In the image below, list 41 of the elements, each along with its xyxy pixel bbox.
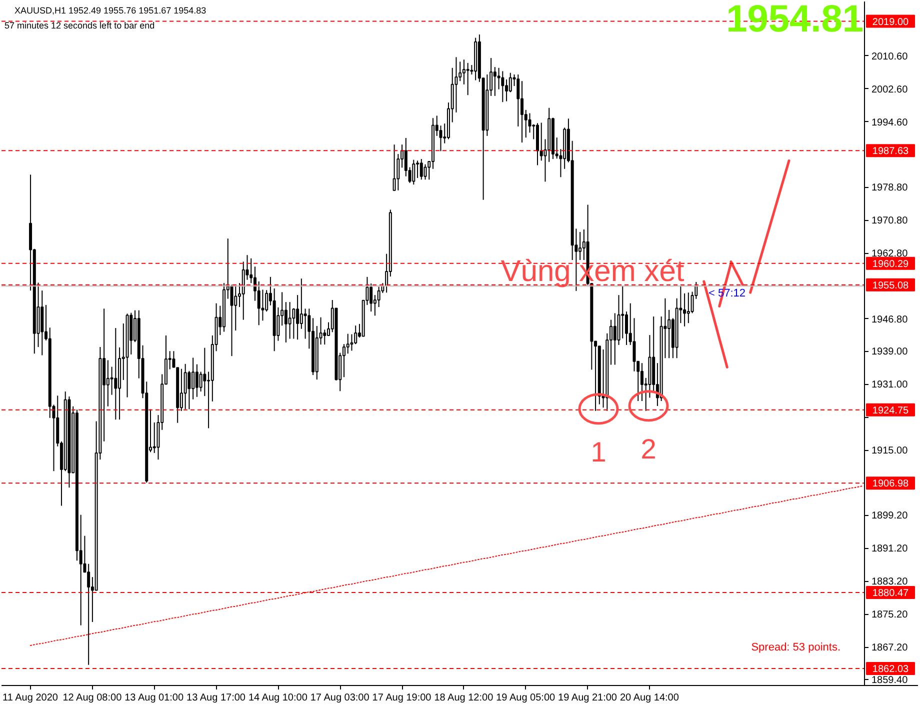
ref-line-label: 2019.00 bbox=[872, 16, 910, 28]
ref-line-label: 1924.75 bbox=[872, 405, 910, 416]
text: 57 minutes 12 seconds left to bar end bbox=[4, 20, 155, 30]
y-tick-label: 1859.40 bbox=[872, 674, 908, 686]
x-tick-label: 17 Aug 19:00 bbox=[372, 692, 432, 704]
y-tick-label: 2010.60 bbox=[872, 51, 908, 62]
y-tick-label: 1875.20 bbox=[872, 610, 908, 621]
y-tick-label: 1891.20 bbox=[872, 544, 908, 555]
x-tick-label: 13 Aug 01:00 bbox=[124, 692, 184, 704]
y-tick-label: 1946.80 bbox=[872, 314, 908, 326]
x-tick-label: 13 Aug 17:00 bbox=[186, 692, 246, 704]
x-tick-label: 12 Aug 08:00 bbox=[62, 692, 122, 704]
ref-line-label: 1880.47 bbox=[872, 588, 910, 599]
y-tick-label: 1915.00 bbox=[872, 446, 908, 457]
annotation: 1954.81 bbox=[726, 0, 864, 40]
y-tick-label: 1962.80 bbox=[872, 248, 908, 260]
x-tick-label: 17 Aug 03:00 bbox=[310, 692, 370, 704]
x-tick-label: 11 Aug 2020 bbox=[2, 692, 58, 704]
ref-line-label: 1862.03 bbox=[872, 664, 910, 675]
ref-line-label: 1955.08 bbox=[872, 280, 910, 292]
x-tick-label: 19 Aug 05:00 bbox=[496, 692, 556, 704]
y-tick-label: 1994.60 bbox=[872, 117, 908, 128]
x-tick-label: 14 Aug 10:00 bbox=[248, 692, 308, 704]
y-tick-label: 1867.20 bbox=[872, 642, 908, 654]
x-tick-label: 18 Aug 12:00 bbox=[434, 692, 494, 704]
y-tick-label: 1899.20 bbox=[872, 510, 908, 522]
y-tick-label: 1978.80 bbox=[872, 182, 908, 194]
x-tick-label: 20 Aug 14:00 bbox=[620, 692, 680, 704]
y-tick-label: 1939.00 bbox=[872, 346, 908, 358]
y-tick-label: 1931.00 bbox=[872, 380, 908, 391]
text: XAUUSD,H1 1952.49 1955.76 1951.67 1954.83 bbox=[14, 6, 206, 16]
annotation: 1 bbox=[590, 436, 606, 468]
y-tick-label: 1883.20 bbox=[872, 576, 908, 588]
ref-line-label: 1960.29 bbox=[872, 258, 910, 270]
x-tick-label: 19 Aug 21:00 bbox=[558, 692, 618, 704]
annotation: 2 bbox=[640, 434, 656, 464]
y-tick-label: 2002.60 bbox=[872, 84, 908, 96]
y-tick-label: 1970.80 bbox=[872, 216, 908, 227]
ref-line-label: 1987.63 bbox=[872, 146, 910, 158]
ref-line-label: 1906.98 bbox=[872, 478, 910, 490]
annotation: Spread: 53 points. bbox=[751, 642, 841, 654]
